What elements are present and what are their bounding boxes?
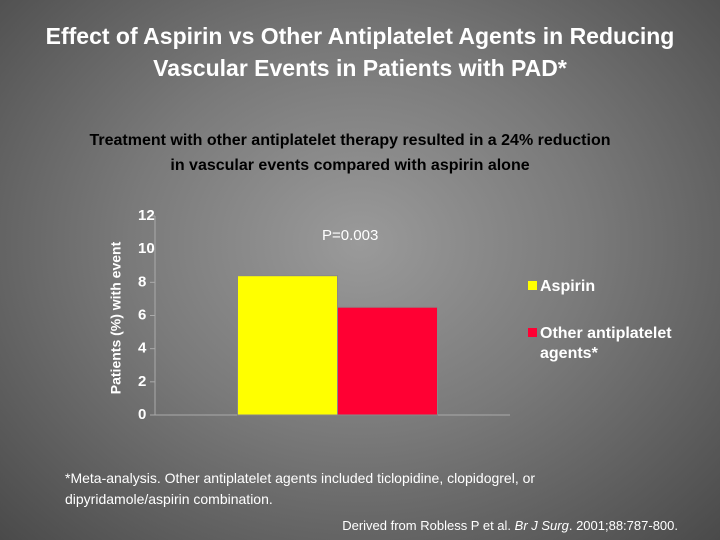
legend-item: Aspirin	[528, 277, 700, 297]
bar	[337, 306, 438, 416]
y-tick-label: 4	[138, 340, 147, 357]
source-citation: . 2001;88:787-800.	[568, 518, 678, 533]
footnote: *Meta-analysis. Other antiplatelet agent…	[65, 470, 536, 507]
y-tick-label: 0	[138, 406, 146, 423]
y-tick-label: 10	[138, 240, 155, 257]
y-tick-label: 12	[138, 207, 155, 224]
y-tick-label: 8	[138, 273, 146, 290]
y-tick-label: 2	[138, 373, 146, 390]
chart-subtitle: Treatment with other antiplatelet therap…	[89, 132, 611, 174]
source: Derived from Robless P et al. Br J Surg.…	[342, 518, 678, 533]
source-text: Derived from Robless P et al.	[342, 518, 515, 533]
source-journal: Br J Surg	[514, 518, 569, 533]
legend-swatch	[528, 328, 537, 337]
y-axis-label: Patients (%) with event	[108, 241, 124, 394]
legend-item: Other antiplatelet agents*	[528, 324, 700, 364]
legend-swatch	[528, 281, 537, 290]
legend-label: Aspirin	[540, 278, 596, 295]
annotation: P=0.003	[322, 227, 378, 244]
legend-label: Other antiplatelet agents*	[540, 325, 672, 362]
y-tick-label: 6	[138, 306, 146, 323]
chart-title: Effect of Aspirin vs Other Antiplatelet …	[45, 23, 675, 81]
bar	[237, 275, 338, 416]
